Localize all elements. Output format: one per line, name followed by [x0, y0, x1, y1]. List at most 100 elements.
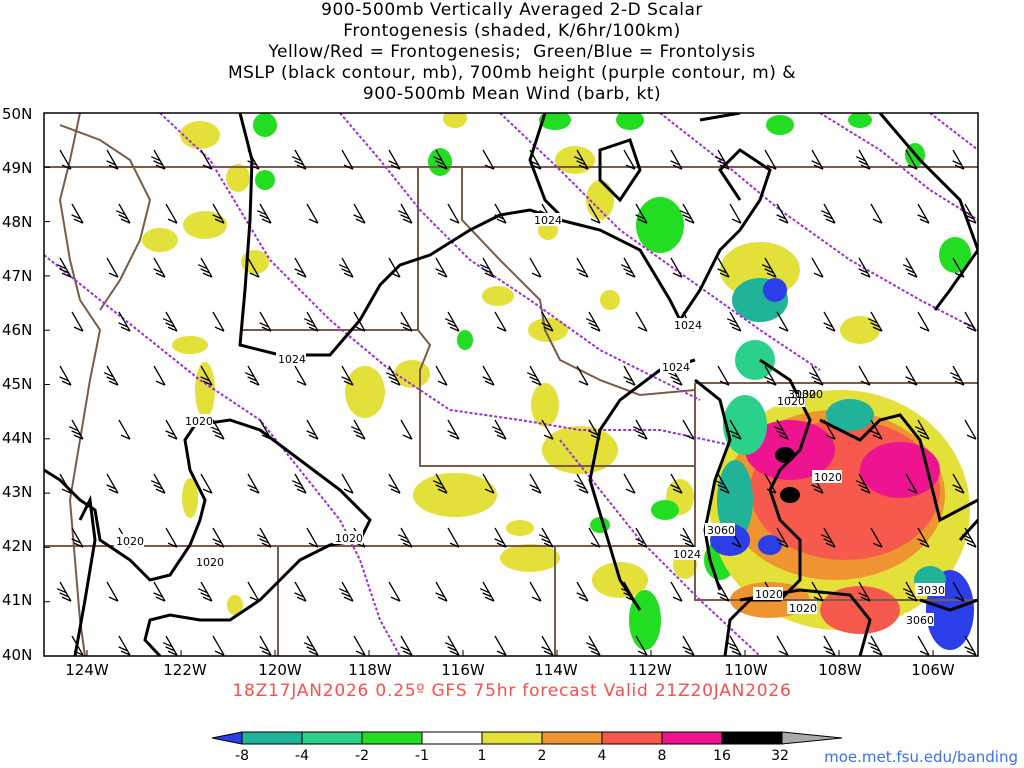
wind-barb-icon — [303, 635, 319, 656]
colorbar-label: 32 — [771, 748, 789, 764]
wind-barb-icon — [585, 635, 601, 656]
lon-label: 112W — [628, 661, 672, 679]
wind-barb-icon — [432, 473, 448, 494]
wind-barb-icon — [964, 311, 977, 332]
lat-label: 44N — [2, 429, 32, 447]
mslp-label: 1020 — [196, 556, 224, 569]
wind-barb-icon — [482, 149, 495, 170]
wind-barb-icon — [247, 257, 260, 278]
wind-barb-icon — [294, 365, 307, 386]
wind-barb-icon — [764, 365, 777, 386]
colorbar-label: -8 — [235, 748, 249, 764]
wind-barb-icon — [150, 149, 166, 170]
wind-barb-icon — [823, 419, 836, 440]
wind-barb-icon — [620, 257, 636, 278]
wind-barb-icon — [573, 473, 589, 494]
wind-barb-icon — [811, 581, 824, 602]
wind-barb-icon — [764, 473, 777, 494]
wind-barb-icon — [200, 473, 213, 494]
wind-barb-icon — [588, 419, 601, 440]
wind-barb-icon — [306, 527, 319, 548]
wind-barb-icon — [820, 203, 836, 224]
wind-barb-icon — [729, 203, 742, 224]
wind-barb-icon — [823, 311, 836, 332]
lon-label: 106W — [911, 661, 955, 679]
wind-barb-icon — [479, 581, 495, 602]
wind-barb-icon — [341, 473, 354, 494]
wind-barb-icon — [623, 473, 636, 494]
lat-label: 47N — [2, 267, 32, 285]
wind-barb-icon — [400, 311, 413, 332]
wind-barb-icon — [667, 365, 683, 386]
wind-barb-icon — [714, 473, 730, 494]
wind-barb-icon — [764, 149, 777, 170]
lon-label: 122W — [163, 661, 207, 679]
lat-label: 45N — [2, 375, 32, 393]
credit-link[interactable]: moe.met.fsu.edu/banding — [824, 748, 1018, 766]
wind-barb-icon — [867, 635, 883, 656]
wind-barb-icon — [291, 473, 307, 494]
mslp-label: 1020 — [789, 602, 817, 615]
wind-barb-icon — [353, 635, 366, 656]
wind-barb-icon — [573, 149, 589, 170]
colorbar-swatch — [421, 731, 483, 745]
height-label: 3030 — [788, 388, 816, 401]
wind-barb-icon — [165, 419, 178, 440]
lon-label: 124W — [65, 661, 109, 679]
colorbar-swatch — [541, 731, 603, 745]
wind-barb-icon — [162, 311, 178, 332]
wind-barb-icon — [717, 257, 730, 278]
frontogenesis-shading — [142, 113, 974, 650]
wind-barb-icon — [447, 203, 460, 224]
wind-barb-icon — [397, 527, 413, 548]
colorbar-label: -4 — [295, 748, 309, 764]
mslp-label: 1020 — [777, 395, 805, 408]
wind-barb-icon — [209, 419, 225, 440]
wind-barb-icon — [670, 581, 683, 602]
wind-barb-icon — [961, 527, 977, 548]
colorbar-swatch — [211, 731, 243, 745]
colorbar-swatch — [301, 731, 363, 745]
wind-barb-icon — [247, 581, 260, 602]
colorbar-label: 16 — [713, 748, 731, 764]
colorbar-swatch — [601, 731, 663, 745]
wind-barb-icon — [541, 635, 554, 656]
mslp-label: 1020 — [116, 535, 144, 548]
wind-barb-icon — [247, 149, 260, 170]
wind-barb-icon — [526, 365, 542, 386]
wind-barb-icon — [256, 527, 272, 548]
wind-barb-icon — [623, 149, 636, 170]
wind-barb-icon — [776, 527, 789, 548]
mslp-label: 1020 — [335, 532, 363, 545]
lon-label: 114W — [534, 661, 578, 679]
lat-label: 42N — [2, 537, 32, 555]
colorbar-label: 2 — [538, 748, 547, 764]
wind-barb-icon — [529, 149, 542, 170]
colorbar-swatches — [211, 731, 843, 745]
wind-barb-icon — [823, 635, 836, 656]
colorbar-swatch — [781, 731, 843, 745]
wind-barb-icon — [106, 581, 119, 602]
wind-barb-icon — [303, 311, 319, 332]
lat-label: 43N — [2, 483, 32, 501]
wind-barb-icon — [820, 527, 836, 548]
wind-barb-icon — [679, 203, 695, 224]
lat-label: 49N — [2, 159, 32, 177]
wind-barb-icon — [212, 527, 225, 548]
wind-barb-icon — [670, 257, 683, 278]
wind-barb-icon — [529, 257, 542, 278]
wind-barb-icon — [870, 419, 883, 440]
wind-barb-icon — [811, 257, 824, 278]
wind-barb-icon — [964, 419, 977, 440]
wind-barb-icon — [964, 635, 977, 656]
wind-barb-icon — [197, 581, 213, 602]
wind-barb-icon — [588, 203, 601, 224]
wind-barb-icon — [529, 581, 542, 602]
lat-label: 40N — [2, 646, 32, 664]
wind-barb-icon — [71, 203, 84, 224]
wind-barb-icon — [115, 203, 131, 224]
wind-barb-icon — [165, 203, 178, 224]
wind-barb-icon — [353, 203, 366, 224]
wind-barb-icon — [106, 473, 119, 494]
wind-barb-icon — [776, 203, 789, 224]
